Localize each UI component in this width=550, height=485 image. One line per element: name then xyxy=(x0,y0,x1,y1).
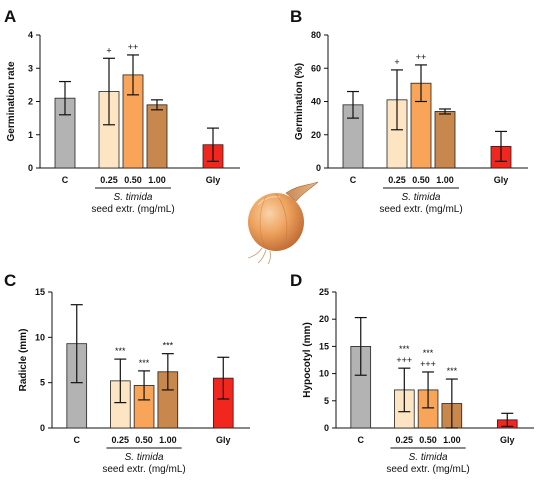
significance-label: ++ xyxy=(128,42,139,52)
category-label: C xyxy=(358,435,365,445)
y-tick-label: 60 xyxy=(311,63,321,73)
chart-panel-c: C Radicle (mm) 0 5 10 15 C *** 0.25 *** 0.50 *** 1.0… xyxy=(4,271,250,475)
group-label-extract: seed extr. (mg/mL) xyxy=(386,464,469,475)
category-label: 1.00 xyxy=(148,175,166,185)
y-axis-title: Germination rate xyxy=(6,61,17,141)
group-label-species: S. timida xyxy=(114,192,153,203)
category-label: Gly xyxy=(500,435,515,445)
y-tick-label: 15 xyxy=(35,287,45,297)
category-label: Gly xyxy=(216,435,231,445)
category-label: 0.25 xyxy=(396,435,414,445)
y-axis-title: Radicle (mm) xyxy=(18,329,29,392)
category-label: 0.25 xyxy=(112,435,130,445)
group-label-extract: seed extr. (mg/mL) xyxy=(379,204,462,215)
y-tick-label: 15 xyxy=(319,341,329,351)
y-axis-title: Germination (%) xyxy=(294,63,305,140)
y-tick-label: 10 xyxy=(319,369,329,379)
group-label-species: S. timida xyxy=(125,452,164,463)
group-label-species: S. timida xyxy=(402,192,441,203)
bar xyxy=(146,104,168,169)
significance-label: *** xyxy=(139,358,150,368)
y-tick-label: 0 xyxy=(324,423,329,433)
bar xyxy=(434,111,456,169)
category-label: Gly xyxy=(206,175,221,185)
category-label: 1.00 xyxy=(443,435,461,445)
group-label-species: S. timida xyxy=(409,452,448,463)
group-label-extract: seed extr. (mg/mL) xyxy=(91,204,174,215)
y-tick-label: 1 xyxy=(28,130,33,140)
category-label: 0.25 xyxy=(100,175,118,185)
y-axis-title: Hypocotyl (mm) xyxy=(302,322,313,398)
y-tick-label: 5 xyxy=(40,378,45,388)
category-label: 1.00 xyxy=(436,175,454,185)
panel-letter: D xyxy=(290,271,302,290)
y-tick-label: 20 xyxy=(319,314,329,324)
panel-letter: B xyxy=(290,7,302,26)
category-label: 0.50 xyxy=(124,175,142,185)
category-label: C xyxy=(74,435,81,445)
y-tick-label: 2 xyxy=(28,97,33,107)
significance-label: *** xyxy=(163,341,174,351)
y-tick-label: 4 xyxy=(28,30,33,40)
category-label: 0.25 xyxy=(388,175,406,185)
significance-label: + xyxy=(106,45,111,55)
significance-label: ++ xyxy=(416,52,427,62)
significance-label: *** xyxy=(423,348,434,358)
category-label: C xyxy=(62,175,69,185)
y-tick-label: 0 xyxy=(40,423,45,433)
significance-label: + xyxy=(394,57,399,67)
panel-letter: A xyxy=(4,7,16,26)
significance-label: *** xyxy=(115,346,126,356)
y-tick-label: 5 xyxy=(324,396,329,406)
significance-label: +++ xyxy=(420,359,436,369)
panel-letter: C xyxy=(4,271,16,290)
onion-icon xyxy=(247,181,319,265)
y-tick-label: 80 xyxy=(311,30,321,40)
category-label: 0.50 xyxy=(412,175,430,185)
chart-panel-a: A Germination rate 0 1 2 3 4 C +0.25 ++ 0.50 1.00 Gl… xyxy=(4,7,240,215)
y-tick-label: 20 xyxy=(311,130,321,140)
category-label: 0.50 xyxy=(419,435,437,445)
y-tick-label: 10 xyxy=(35,332,45,342)
group-label-extract: seed extr. (mg/mL) xyxy=(102,464,185,475)
y-tick-label: 0 xyxy=(316,163,321,173)
category-label: 1.00 xyxy=(159,435,177,445)
significance-label: +++ xyxy=(396,355,412,365)
y-tick-label: 3 xyxy=(28,63,33,73)
category-label: Gly xyxy=(494,175,509,185)
y-tick-label: 0 xyxy=(28,163,33,173)
y-tick-label: 25 xyxy=(319,287,329,297)
category-label: C xyxy=(350,175,357,185)
significance-label: *** xyxy=(399,344,410,354)
significance-label: *** xyxy=(447,366,458,376)
chart-panel-b: B Germination (%) 0 20 40 60 80 C +0.25 ++ 0.50 1.0… xyxy=(290,7,528,215)
category-label: 0.50 xyxy=(135,435,153,445)
y-tick-label: 40 xyxy=(311,97,321,107)
